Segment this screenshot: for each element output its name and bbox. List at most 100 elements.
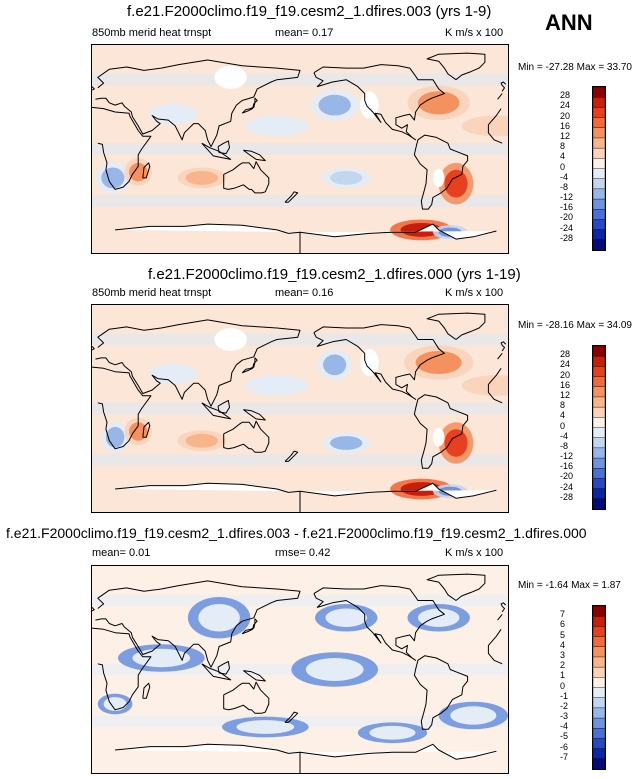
coastline-japan (241, 618, 258, 635)
colorbar-tick-label: 6 (560, 619, 566, 630)
colorbar-swatch (593, 87, 605, 98)
panel-2-mean: mean= 0.16 (275, 287, 334, 299)
colorbar-swatch (593, 168, 605, 180)
zonal-band (92, 454, 508, 466)
zonal-band (92, 333, 508, 346)
colorbar-tick-label: -16 (560, 202, 574, 213)
colorbar-swatch (593, 417, 605, 429)
contour-region (156, 367, 190, 381)
contour-region (318, 94, 351, 116)
colorbar-tick-label: 12 (560, 389, 571, 400)
contour-region (236, 720, 295, 734)
colorbar-tick-label: 8 (560, 141, 566, 152)
panel-1-colorbar-swatches (593, 87, 605, 250)
colorbar-tick-label: 0 (560, 420, 566, 431)
coastline-greenland (426, 573, 486, 601)
coastline-indonesia (201, 402, 232, 420)
colorbar-swatch (593, 738, 605, 750)
panel-1-title: f.e21.F2000climo.f19_f19.cesm2_1.dfires.… (127, 3, 492, 20)
colorbar-swatch (593, 147, 605, 159)
colorbar-swatch (593, 488, 605, 500)
antarctica-mask (115, 224, 497, 253)
colorbar-tick-label: -5 (560, 731, 569, 742)
coastline-indonesia (201, 142, 232, 160)
contour-region (444, 429, 468, 457)
contour-region (444, 169, 468, 198)
panel-2-title: f.e21.F2000climo.f19_f19.cesm2_1.dfires.… (148, 266, 521, 283)
zonal-band (92, 402, 508, 415)
antarctica-mask (115, 483, 497, 512)
panel-3-rmse: rmse= 0.42 (275, 547, 331, 559)
coastline-madagascar (142, 162, 151, 179)
colorbar-swatch (593, 498, 605, 509)
coastline-samerica (413, 655, 469, 730)
contour-region (330, 436, 363, 450)
colorbar-swatch (593, 127, 605, 139)
coastline-australia (223, 161, 270, 194)
colorbar-tick-label: -20 (560, 212, 574, 223)
coastline-greenland (426, 312, 486, 340)
colorbar-tick-label: 24 (560, 100, 571, 111)
coastline-eurasia (95, 59, 503, 148)
colorbar-tick-label: -1 (560, 690, 569, 701)
colorbar-swatch (593, 376, 605, 388)
colorbar-swatch (593, 728, 605, 739)
panel-2-units: K m/s x 100 (445, 287, 504, 299)
colorbar-swatch (593, 158, 605, 170)
colorbar-tick-label: -4 (560, 430, 569, 441)
colorbar-tick-label: 7 (560, 609, 566, 620)
coastline-ng (243, 409, 266, 421)
contour-region (417, 91, 460, 115)
colorbar-tick-label: 16 (560, 379, 571, 390)
coastline-uk (92, 81, 507, 92)
colorbar-tick-label: -2 (560, 700, 569, 711)
coastline-ng (243, 149, 266, 162)
contour-region (305, 658, 364, 681)
colorbar-swatch (593, 198, 605, 210)
contour-region (256, 118, 298, 133)
colorbar-tick-label: 0 (560, 680, 566, 691)
colorbar-swatch (593, 117, 605, 129)
colorbar-swatch (593, 717, 605, 729)
panel-2-colorbar (592, 345, 606, 510)
contour-region (450, 706, 497, 725)
coastline-borneo (217, 140, 230, 155)
colorbar-swatch (593, 707, 605, 719)
colorbar-tick-label: -20 (560, 471, 574, 482)
coastline-nz (284, 450, 299, 462)
zonal-band (92, 143, 508, 155)
colorbar-tick-label: -7 (560, 751, 569, 762)
colorbar-tick-label: 4 (560, 151, 566, 162)
coastline-borneo (217, 661, 230, 675)
contour-region (185, 170, 218, 185)
colorbar-swatch (593, 606, 605, 617)
colorbar-tick-label: -8 (560, 440, 569, 451)
contour-region (156, 107, 190, 122)
panel-1-contour-field (92, 45, 508, 253)
coastline-greenland (426, 52, 486, 81)
coastline-australia (223, 681, 270, 714)
colorbar-swatch (593, 346, 605, 357)
colorbar-tick-label: -4 (560, 721, 569, 732)
colorbar-swatch (593, 386, 605, 398)
colorbar-tick-label: 20 (560, 110, 571, 121)
colorbar-tick-label: -12 (560, 192, 574, 203)
contour-region (473, 118, 508, 133)
colorbar-tick-label: -28 (560, 232, 574, 243)
colorbar-tick-label: -6 (560, 741, 569, 752)
coastline-antarctica (115, 743, 497, 773)
coastline-antarctica (115, 223, 497, 253)
colorbar-swatch (593, 687, 605, 699)
colorbar-tick-label: -8 (560, 181, 569, 192)
coastline-samerica (413, 134, 469, 210)
colorbar-swatch (593, 137, 605, 149)
season-label: ANN (545, 10, 593, 35)
contour-region (432, 428, 445, 447)
coastline-nz (284, 191, 299, 203)
colorbar-tick-label: 28 (560, 349, 571, 360)
coastline-madagascar (142, 682, 151, 699)
colorbar-tick-label: 20 (560, 369, 571, 380)
colorbar-swatch (593, 96, 605, 108)
colorbar-swatch (593, 748, 605, 760)
coastline-nz (284, 711, 299, 723)
